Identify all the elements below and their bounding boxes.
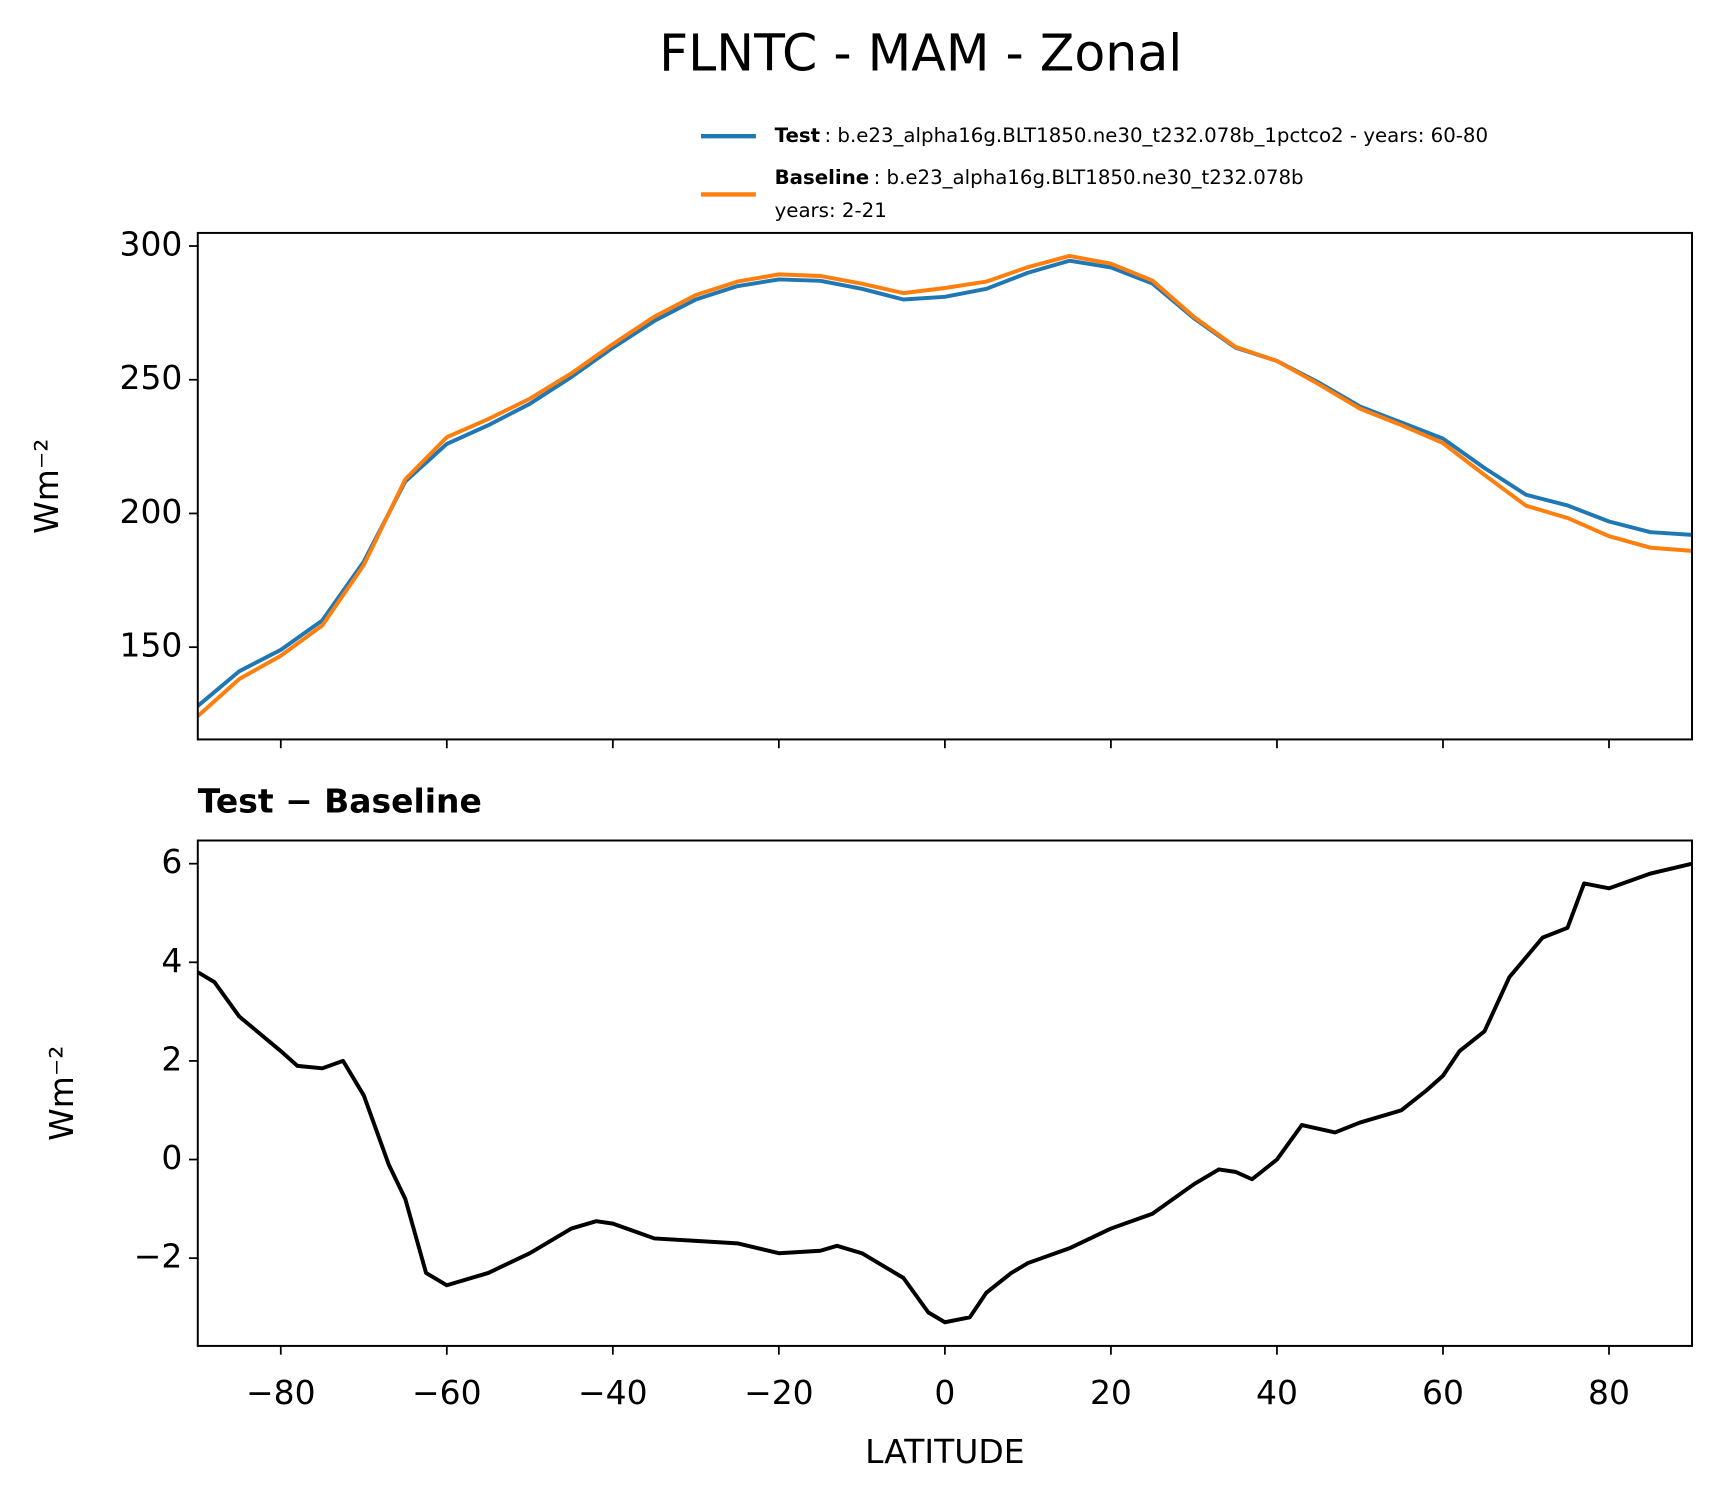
axes-frame bbox=[196, 839, 1694, 1347]
legend-description: : b.e23_alpha16g.BLT1850.ne30_t232.078b bbox=[874, 165, 1304, 188]
y-tick-label: −2 bbox=[134, 1237, 183, 1276]
x-tick-label: 80 bbox=[1588, 1373, 1630, 1412]
series-line bbox=[197, 258, 1693, 708]
axes-frame bbox=[196, 231, 1694, 741]
y-tick-label: 4 bbox=[161, 941, 182, 980]
y-tick-label: 6 bbox=[161, 842, 182, 881]
y-tick-label: 2 bbox=[161, 1039, 182, 1078]
x-tick-label: −40 bbox=[578, 1373, 648, 1412]
x-tick-label: −20 bbox=[744, 1373, 814, 1412]
x-axis-label: LATITUDE bbox=[865, 1432, 1024, 1471]
x-tick-label: 0 bbox=[934, 1373, 955, 1412]
y-axis-label: Wm⁻² bbox=[27, 439, 66, 534]
legend-description: years: 2-21 bbox=[775, 198, 887, 221]
y-tick-label: 0 bbox=[161, 1138, 182, 1177]
x-tick-label: 40 bbox=[1256, 1373, 1298, 1412]
legend-name: Test bbox=[775, 124, 820, 147]
x-tick-label: −60 bbox=[412, 1373, 482, 1412]
legend-label: Test: b.e23_alpha16g.BLT1850.ne30_t232.0… bbox=[775, 124, 1489, 147]
legend-name: Baseline bbox=[775, 165, 870, 188]
y-axis-label: Wm⁻² bbox=[42, 1046, 81, 1141]
y-tick-label: 150 bbox=[119, 626, 182, 665]
x-tick-label: −80 bbox=[246, 1373, 316, 1412]
y-tick-label: 250 bbox=[119, 358, 182, 397]
series-line bbox=[197, 253, 1693, 718]
y-tick-label: 300 bbox=[119, 225, 182, 264]
legend-description: : b.e23_alpha16g.BLT1850.ne30_t232.078b_… bbox=[824, 124, 1488, 147]
legend-label: years: 2-21 bbox=[775, 198, 887, 221]
y-tick-label: 200 bbox=[119, 492, 182, 531]
x-tick-label: 60 bbox=[1422, 1373, 1464, 1412]
figure-title: FLNTC - MAM - Zonal bbox=[659, 24, 1182, 83]
legend-label: Baseline: b.e23_alpha16g.BLT1850.ne30_t2… bbox=[775, 165, 1304, 188]
series-line bbox=[197, 861, 1693, 1325]
x-tick-label: 20 bbox=[1090, 1373, 1132, 1412]
subplot-title: Test − Baseline bbox=[198, 782, 482, 821]
